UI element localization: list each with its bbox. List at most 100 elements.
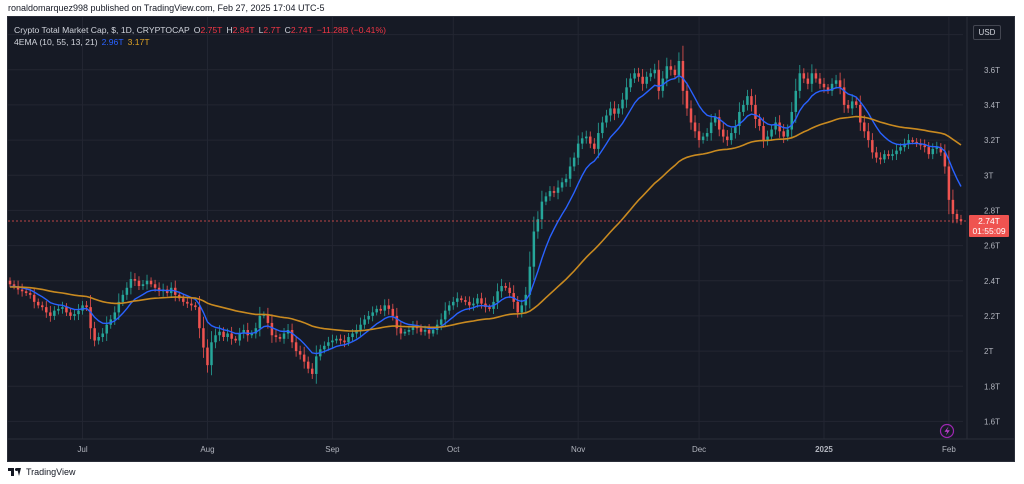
- indicator-title[interactable]: 4EMA (10, 55, 13, 21): [14, 37, 98, 47]
- candle: [887, 150, 890, 160]
- candle: [36, 298, 40, 309]
- candle: [750, 88, 753, 112]
- candle: [89, 294, 92, 340]
- grid-lines: [8, 17, 963, 439]
- candle: [331, 334, 334, 348]
- last-price-value: 2.74T: [978, 216, 1000, 226]
- x-tick-label: Feb: [942, 445, 956, 454]
- candle: [20, 283, 24, 297]
- y-tick-label: 1.6T: [984, 417, 1000, 426]
- candle: [133, 273, 137, 287]
- candle: [238, 327, 241, 346]
- candle: [504, 282, 507, 291]
- candle: [766, 130, 769, 146]
- candle: [697, 122, 701, 148]
- candle: [484, 297, 487, 313]
- candle: [572, 152, 576, 172]
- candle: [850, 94, 854, 115]
- close-label: C: [284, 25, 291, 35]
- candle: [677, 52, 681, 83]
- candle: [367, 310, 370, 324]
- candle: [738, 102, 741, 135]
- candle: [472, 297, 475, 311]
- candle: [129, 271, 133, 295]
- candle: [568, 157, 572, 187]
- candle: [721, 122, 725, 143]
- candle: [726, 130, 729, 146]
- candle: [274, 329, 278, 343]
- candle: [806, 72, 810, 90]
- x-tick-label: 2025: [815, 445, 833, 454]
- candle: [403, 329, 407, 336]
- candle: [875, 146, 878, 163]
- candle: [464, 296, 467, 306]
- candle: [589, 131, 592, 149]
- candle: [544, 192, 548, 206]
- candle: [895, 144, 898, 161]
- candle: [460, 295, 463, 303]
- candle: [814, 68, 818, 83]
- candle: [891, 149, 894, 161]
- candle: [186, 297, 189, 308]
- footer-brand-text: TradingView: [26, 467, 76, 477]
- candle: [202, 316, 205, 358]
- candle: [879, 152, 882, 165]
- candle: [802, 68, 806, 84]
- candle: [830, 78, 834, 96]
- candle: [826, 83, 830, 94]
- candle: [742, 100, 745, 117]
- candle: [315, 345, 318, 384]
- candle: [113, 306, 117, 325]
- candle: [520, 299, 524, 318]
- low-value: 2.7T: [263, 25, 281, 35]
- candle: [198, 296, 201, 339]
- candles: [8, 45, 963, 384]
- candle: [81, 300, 84, 315]
- candle: [194, 302, 197, 311]
- candle: [681, 45, 685, 105]
- candle: [210, 331, 213, 376]
- candle: [713, 113, 717, 127]
- candle: [399, 321, 403, 340]
- candle: [798, 65, 802, 99]
- y-tick-label: 3.6T: [984, 66, 1000, 75]
- candle: [234, 336, 237, 343]
- currency-button[interactable]: USD: [973, 25, 1001, 40]
- change-value: −11.28B (−0.41%): [316, 25, 386, 35]
- candle: [379, 305, 382, 315]
- symbol-title[interactable]: Crypto Total Market Cap, $, 1D, CRYPTOCA…: [14, 25, 190, 35]
- candle: [294, 336, 298, 357]
- y-tick-label: 3T: [984, 171, 993, 180]
- candle: [266, 307, 270, 329]
- y-tick-label: 2T: [984, 347, 993, 356]
- candle: [117, 293, 121, 320]
- candle: [149, 277, 153, 288]
- candlestick-chart[interactable]: 3.8T3.6T3.4T3.2T3T2.8T2.6T2.4T2.2T2T1.8T…: [8, 17, 1014, 461]
- candle: [834, 74, 838, 89]
- candle: [500, 278, 503, 298]
- chart-area[interactable]: 3.8T3.6T3.4T3.2T3T2.8T2.6T2.4T2.2T2T1.8T…: [7, 16, 1015, 462]
- candle: [69, 308, 72, 320]
- candle: [157, 282, 161, 297]
- candle: [141, 279, 145, 290]
- candle: [560, 177, 564, 192]
- candle: [790, 102, 793, 139]
- candle: [621, 92, 624, 115]
- candle: [270, 314, 274, 343]
- y-tick-label: 2.4T: [984, 277, 1000, 286]
- footer-brand: TradingView: [8, 465, 76, 479]
- candle: [774, 116, 777, 135]
- candle: [49, 305, 52, 322]
- ema-slow-line: [9, 115, 962, 332]
- candle: [552, 186, 556, 198]
- candle: [842, 78, 846, 113]
- candle: [609, 101, 612, 122]
- y-tick-label: 2.2T: [984, 312, 1000, 321]
- open-label: O: [193, 25, 201, 35]
- publisher-caption: ronaldomarquez998 published on TradingVi…: [8, 3, 325, 13]
- candle: [762, 117, 765, 148]
- candle: [306, 356, 310, 374]
- candle: [468, 296, 471, 311]
- lightning-bolt-icon[interactable]: [939, 423, 955, 439]
- candle: [53, 306, 56, 320]
